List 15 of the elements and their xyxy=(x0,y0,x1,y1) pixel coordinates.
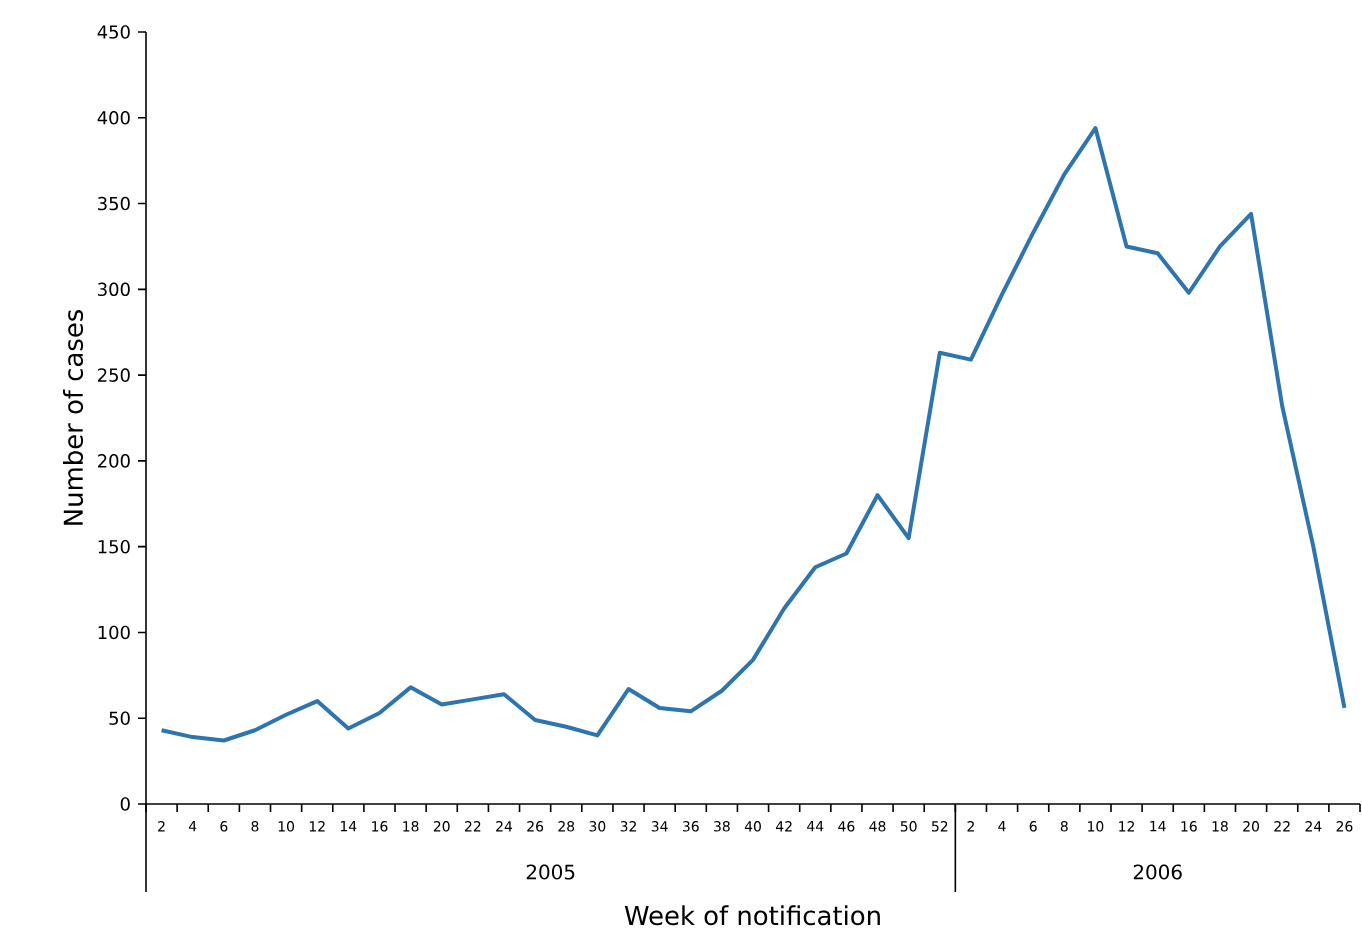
y-tick-label: 400 xyxy=(97,110,130,125)
text: 2006 xyxy=(1133,864,1182,880)
text: 2005 xyxy=(526,864,575,880)
x-axis-title: Week of notification xyxy=(624,905,880,926)
y-tick-label: 50 xyxy=(109,711,130,725)
y-tick-label: 200 xyxy=(98,454,130,468)
y-tick-label: 300 xyxy=(98,282,130,297)
line-series xyxy=(159,126,1347,743)
y-tick-label: 450 xyxy=(97,25,130,39)
y-tick-label: 100 xyxy=(98,625,130,640)
y-axis-title: Number of cases xyxy=(63,310,84,525)
y-tick-label: 150 xyxy=(98,539,130,554)
y-tick-label: 250 xyxy=(98,368,130,382)
y-tick-label: 0 xyxy=(120,797,130,811)
y-tick-label: 350 xyxy=(98,196,130,211)
